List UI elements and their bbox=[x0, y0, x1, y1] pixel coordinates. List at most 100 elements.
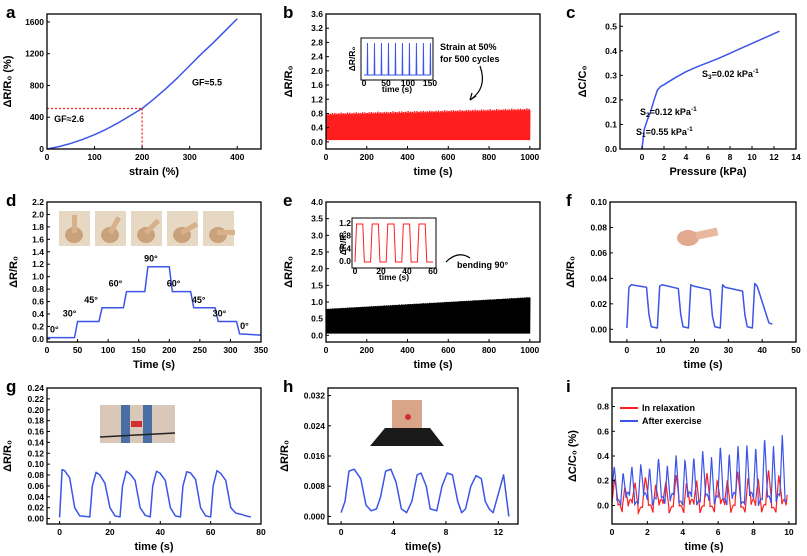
y-tick-label: 0.10 bbox=[27, 459, 44, 469]
x-tick-label: 200 bbox=[162, 345, 176, 355]
x-tick-label: 6 bbox=[706, 152, 711, 162]
x-axis-label: time (s) bbox=[683, 359, 722, 371]
y-tick-label: 0.16 bbox=[27, 427, 44, 437]
inset-y-tick-label: 0.0 bbox=[339, 256, 351, 266]
y-tick-label: 0.08 bbox=[27, 470, 44, 480]
y-tick-label: 1600 bbox=[25, 17, 44, 27]
x-tick-label: 250 bbox=[193, 345, 207, 355]
step-label: 45° bbox=[84, 295, 98, 305]
y-tick-label: 2.8 bbox=[311, 37, 323, 47]
x-tick-label: 0 bbox=[45, 152, 50, 162]
inset-x-axis-label: time (s) bbox=[379, 272, 409, 282]
panel-b: b0 200 400 600 800 10000.00.40.81.21.62.02.42… bbox=[283, 3, 541, 178]
y-tick-label: 0.2 bbox=[597, 476, 609, 486]
step-label: 60° bbox=[167, 279, 181, 289]
y-tick-label: 2.4 bbox=[311, 52, 323, 62]
legend: In relaxation After exercise bbox=[620, 403, 702, 426]
x-tick-label: 0 bbox=[324, 345, 329, 355]
plot-area bbox=[47, 265, 261, 339]
y-tick-label: 0.14 bbox=[27, 437, 44, 447]
y-tick-label: 0.02 bbox=[590, 299, 607, 309]
inset-x-tick-label: 40 bbox=[402, 266, 412, 276]
y-axis-label: ΔR/R₀ bbox=[8, 256, 20, 288]
x-tick-label: 6 bbox=[716, 527, 721, 537]
legend-entry: After exercise bbox=[642, 416, 702, 426]
series-line bbox=[47, 265, 261, 339]
y-tick-label: 1.6 bbox=[311, 80, 323, 90]
y-tick-label: 0.6 bbox=[597, 426, 609, 436]
series-line bbox=[326, 108, 531, 141]
x-axis-label: time (s) bbox=[134, 541, 173, 553]
x-tick-label: 0 bbox=[339, 527, 344, 537]
x-tick-label: 800 bbox=[482, 152, 496, 162]
step-label: 60° bbox=[109, 279, 123, 289]
x-tick-label: 4 bbox=[680, 527, 685, 537]
panel-f: f 0 10 20 30 40 50 0.00 0.02 0.04 0.06 0.08 0.10 time… bbox=[565, 191, 801, 371]
y-tick-label: 0 bbox=[39, 144, 44, 154]
inset-x-tick-label: 100 bbox=[401, 78, 415, 88]
y-tick-label: 0.8 bbox=[32, 284, 44, 294]
y-tick-label: 0.0 bbox=[311, 330, 323, 340]
axes-frame bbox=[325, 201, 541, 343]
inset-line bbox=[354, 223, 433, 263]
arm-photo bbox=[99, 405, 176, 443]
y-axis-label: ΔC/C₀ (%) bbox=[567, 430, 579, 482]
y-tick-label: 3.6 bbox=[311, 9, 323, 19]
y-tick-label: 0.4 bbox=[32, 309, 44, 319]
x-tick-label: 300 bbox=[223, 345, 237, 355]
y-tick-label: 0.032 bbox=[304, 391, 326, 401]
y-tick-label: 0.12 bbox=[27, 448, 44, 458]
panel-label: g bbox=[6, 377, 16, 396]
step-label: 0° bbox=[240, 321, 249, 331]
y-tick-label: 0.18 bbox=[27, 416, 44, 426]
finger-photo bbox=[167, 211, 199, 246]
y-tick-label: 2.0 bbox=[32, 209, 44, 219]
inset-x-tick-label: 60 bbox=[428, 266, 438, 276]
y-tick-label: 1.0 bbox=[311, 297, 323, 307]
plot-area bbox=[326, 108, 531, 141]
series-line bbox=[340, 468, 510, 517]
x-tick-label: 2 bbox=[645, 527, 650, 537]
panel-label: i bbox=[566, 377, 571, 396]
x-tick-label: 0 bbox=[324, 152, 329, 162]
series-line bbox=[58, 468, 252, 518]
step-label: 90° bbox=[144, 254, 158, 264]
finger-photo bbox=[59, 211, 90, 246]
inset-x-tick-label: 0 bbox=[353, 266, 358, 276]
y-tick-label: 0.4 bbox=[311, 123, 323, 133]
finger-photo bbox=[203, 211, 235, 246]
y-tick-label: 0.0 bbox=[311, 137, 323, 147]
panel-label: d bbox=[6, 191, 16, 210]
y-tick-label: 0.2 bbox=[605, 95, 617, 105]
axes-frame bbox=[325, 13, 541, 150]
y-tick-label: 4.0 bbox=[311, 197, 323, 207]
y-tick-label: 2.5 bbox=[311, 247, 323, 257]
x-tick-label: 4 bbox=[684, 152, 689, 162]
panel-label: c bbox=[566, 3, 575, 22]
y-tick-label: 0.20 bbox=[27, 405, 44, 415]
y-axis-label: ΔR/R₀ bbox=[283, 66, 295, 98]
y-tick-label: 2.0 bbox=[311, 66, 323, 76]
slope-annotation: S2=0.12 kPa-1 bbox=[640, 106, 697, 119]
plot-area bbox=[340, 468, 510, 517]
y-tick-label: 0.016 bbox=[304, 451, 326, 461]
y-tick-label: 0.1 bbox=[605, 119, 617, 129]
x-tick-label: 40 bbox=[156, 527, 166, 537]
panel-h: h 0 4 8 12 0.000 0.008 0.016 0.024 0.032 time(s) ΔR… bbox=[279, 377, 519, 553]
axes-frame bbox=[609, 201, 797, 343]
x-tick-label: 12 bbox=[494, 527, 504, 537]
series-line bbox=[326, 297, 531, 334]
x-tick-label: 0 bbox=[57, 527, 62, 537]
x-tick-label: 400 bbox=[400, 345, 414, 355]
y-axis-label: ΔC/C₀ bbox=[577, 66, 589, 98]
x-tick-label: 400 bbox=[230, 152, 244, 162]
inset-x-tick-label: 0 bbox=[362, 78, 367, 88]
y-tick-label: 0.0 bbox=[32, 334, 44, 344]
step-label: 30° bbox=[63, 308, 77, 318]
y-axis-label: ΔR/R₀ (%) bbox=[2, 55, 14, 107]
x-tick-label: 200 bbox=[360, 152, 374, 162]
x-tick-label: 40 bbox=[757, 345, 767, 355]
x-tick-label: 100 bbox=[87, 152, 101, 162]
x-tick-label: 20 bbox=[690, 345, 700, 355]
